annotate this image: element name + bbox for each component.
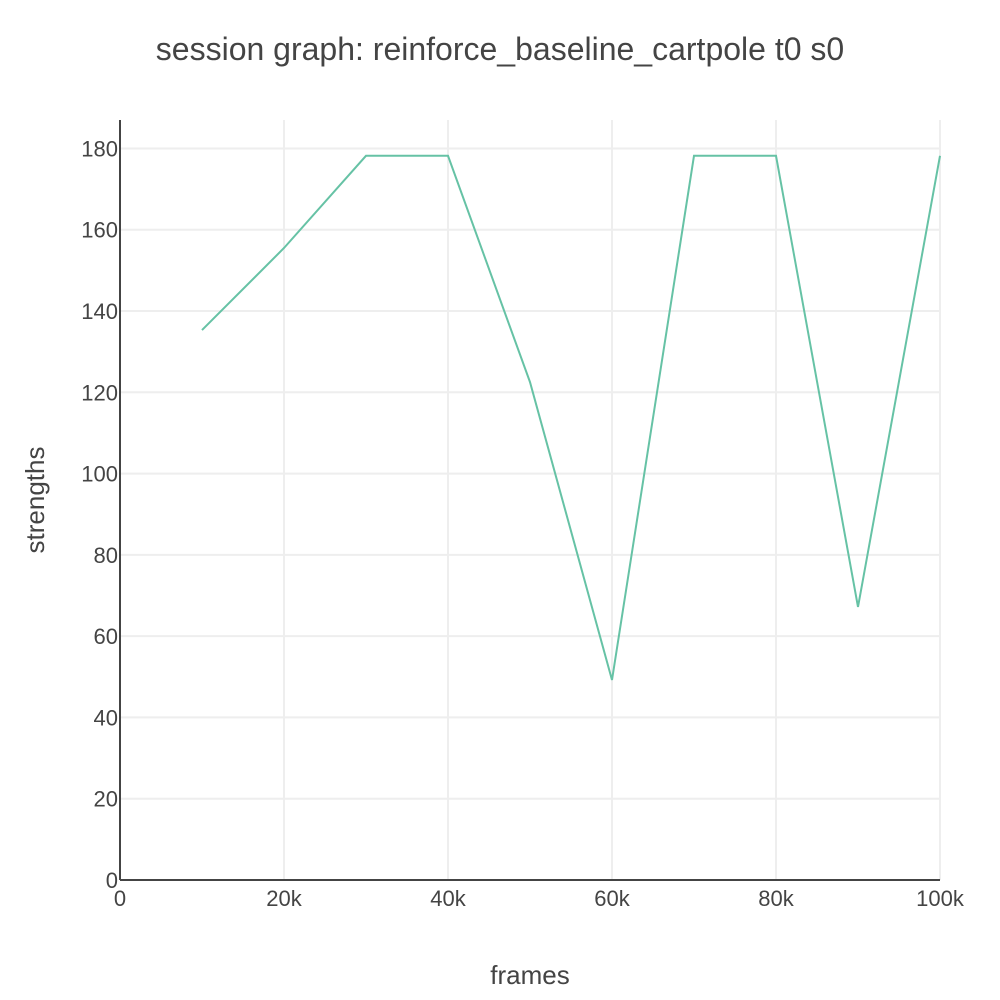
y-tick-label: 100 [81,462,118,487]
x-tick-labels: 0 20k 40k 60k 80k 100k [114,886,965,911]
y-tick-label: 0 [106,868,118,893]
gridlines [120,120,941,880]
x-tick-label: 20k [266,886,302,911]
y-tick-labels: 0 20 40 60 80 100 120 140 160 180 [81,136,118,893]
y-tick-label: 80 [94,543,118,568]
y-tick-label: 180 [81,136,118,161]
y-tick-label: 120 [81,380,118,405]
x-tick-label: 80k [758,886,794,911]
y-tick-label: 40 [94,705,118,730]
y-tick-label: 60 [94,624,118,649]
y-tick-label: 140 [81,299,118,324]
y-tick-label: 20 [94,787,118,812]
series-line [201,154,941,681]
axes [119,120,940,881]
x-tick-label: 40k [430,886,466,911]
x-tick-label: 0 [114,886,126,911]
chart-title: session graph: reinforce_baseline_cartpo… [156,31,844,67]
y-tick-label: 160 [81,218,118,243]
y-axis-title: strengths [20,447,50,554]
series-layer [201,154,941,681]
x-tick-label: 100k [916,886,965,911]
x-axis-title: frames [490,960,569,990]
x-tick-label: 60k [594,886,630,911]
